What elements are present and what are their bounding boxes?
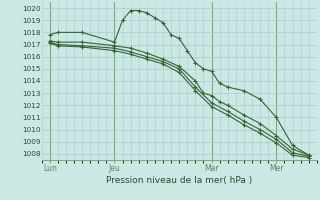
X-axis label: Pression niveau de la mer( hPa ): Pression niveau de la mer( hPa ): [106, 176, 252, 185]
